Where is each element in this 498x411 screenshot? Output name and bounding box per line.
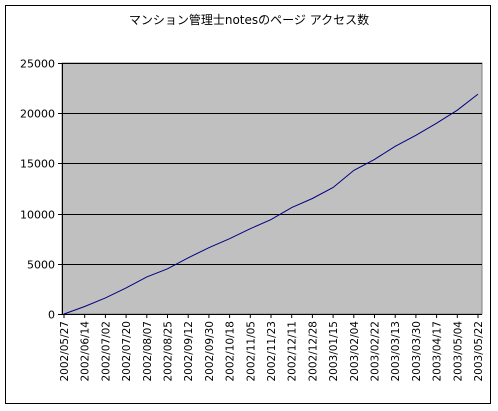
x-tick-label: 2003/04/17 bbox=[432, 321, 444, 382]
gridlines bbox=[62, 63, 482, 265]
y-tick-label: 5000 bbox=[27, 259, 55, 272]
x-tick-label: 2003/02/04 bbox=[349, 321, 361, 382]
x-tick-label: 2002/11/05 bbox=[245, 321, 257, 382]
x-tick-label: 2003/05/04 bbox=[452, 321, 464, 382]
x-tick-label: 2002/06/14 bbox=[80, 321, 92, 382]
x-tick-label: 2002/05/27 bbox=[59, 321, 71, 382]
x-tick-label: 2002/11/23 bbox=[266, 321, 278, 382]
y-tick-label: 10000 bbox=[20, 209, 55, 222]
series-line bbox=[63, 93, 479, 315]
x-tick-label: 2002/08/07 bbox=[142, 321, 154, 382]
x-tick-label: 2002/12/28 bbox=[307, 321, 319, 382]
x-tick-label: 2002/08/25 bbox=[163, 321, 175, 382]
y-axis-ticks: 0 5000 10000 15000 20000 25000 bbox=[20, 58, 62, 322]
x-tick-label: 2003/03/30 bbox=[411, 321, 423, 382]
plot-area bbox=[61, 62, 483, 315]
x-tick-label: 2002/07/02 bbox=[100, 321, 112, 382]
x-tick-label: 2002/10/18 bbox=[225, 321, 237, 382]
x-tick-label: 2003/02/22 bbox=[370, 321, 382, 382]
x-tick-label: 2003/05/22 bbox=[473, 321, 485, 382]
x-tick-label: 2003/01/15 bbox=[328, 321, 340, 382]
chart-title: マンション管理士notesのページ アクセス数 bbox=[128, 13, 370, 27]
x-tick-label: 2002/09/30 bbox=[204, 321, 216, 382]
x-tick-label: 2002/07/20 bbox=[121, 321, 133, 382]
y-tick-label: 25000 bbox=[20, 58, 55, 71]
y-tick-label: 0 bbox=[48, 309, 55, 322]
y-tick-label: 15000 bbox=[20, 158, 55, 171]
x-tick-label: 2002/09/12 bbox=[183, 321, 195, 382]
x-axis-ticks: 2002/05/27 2002/06/14 2002/07/02 2002/07/20… bbox=[59, 314, 485, 382]
y-tick-label: 20000 bbox=[20, 108, 55, 121]
x-tick-label: 2003/03/13 bbox=[390, 321, 402, 382]
x-tick-label: 2002/12/11 bbox=[287, 321, 299, 382]
